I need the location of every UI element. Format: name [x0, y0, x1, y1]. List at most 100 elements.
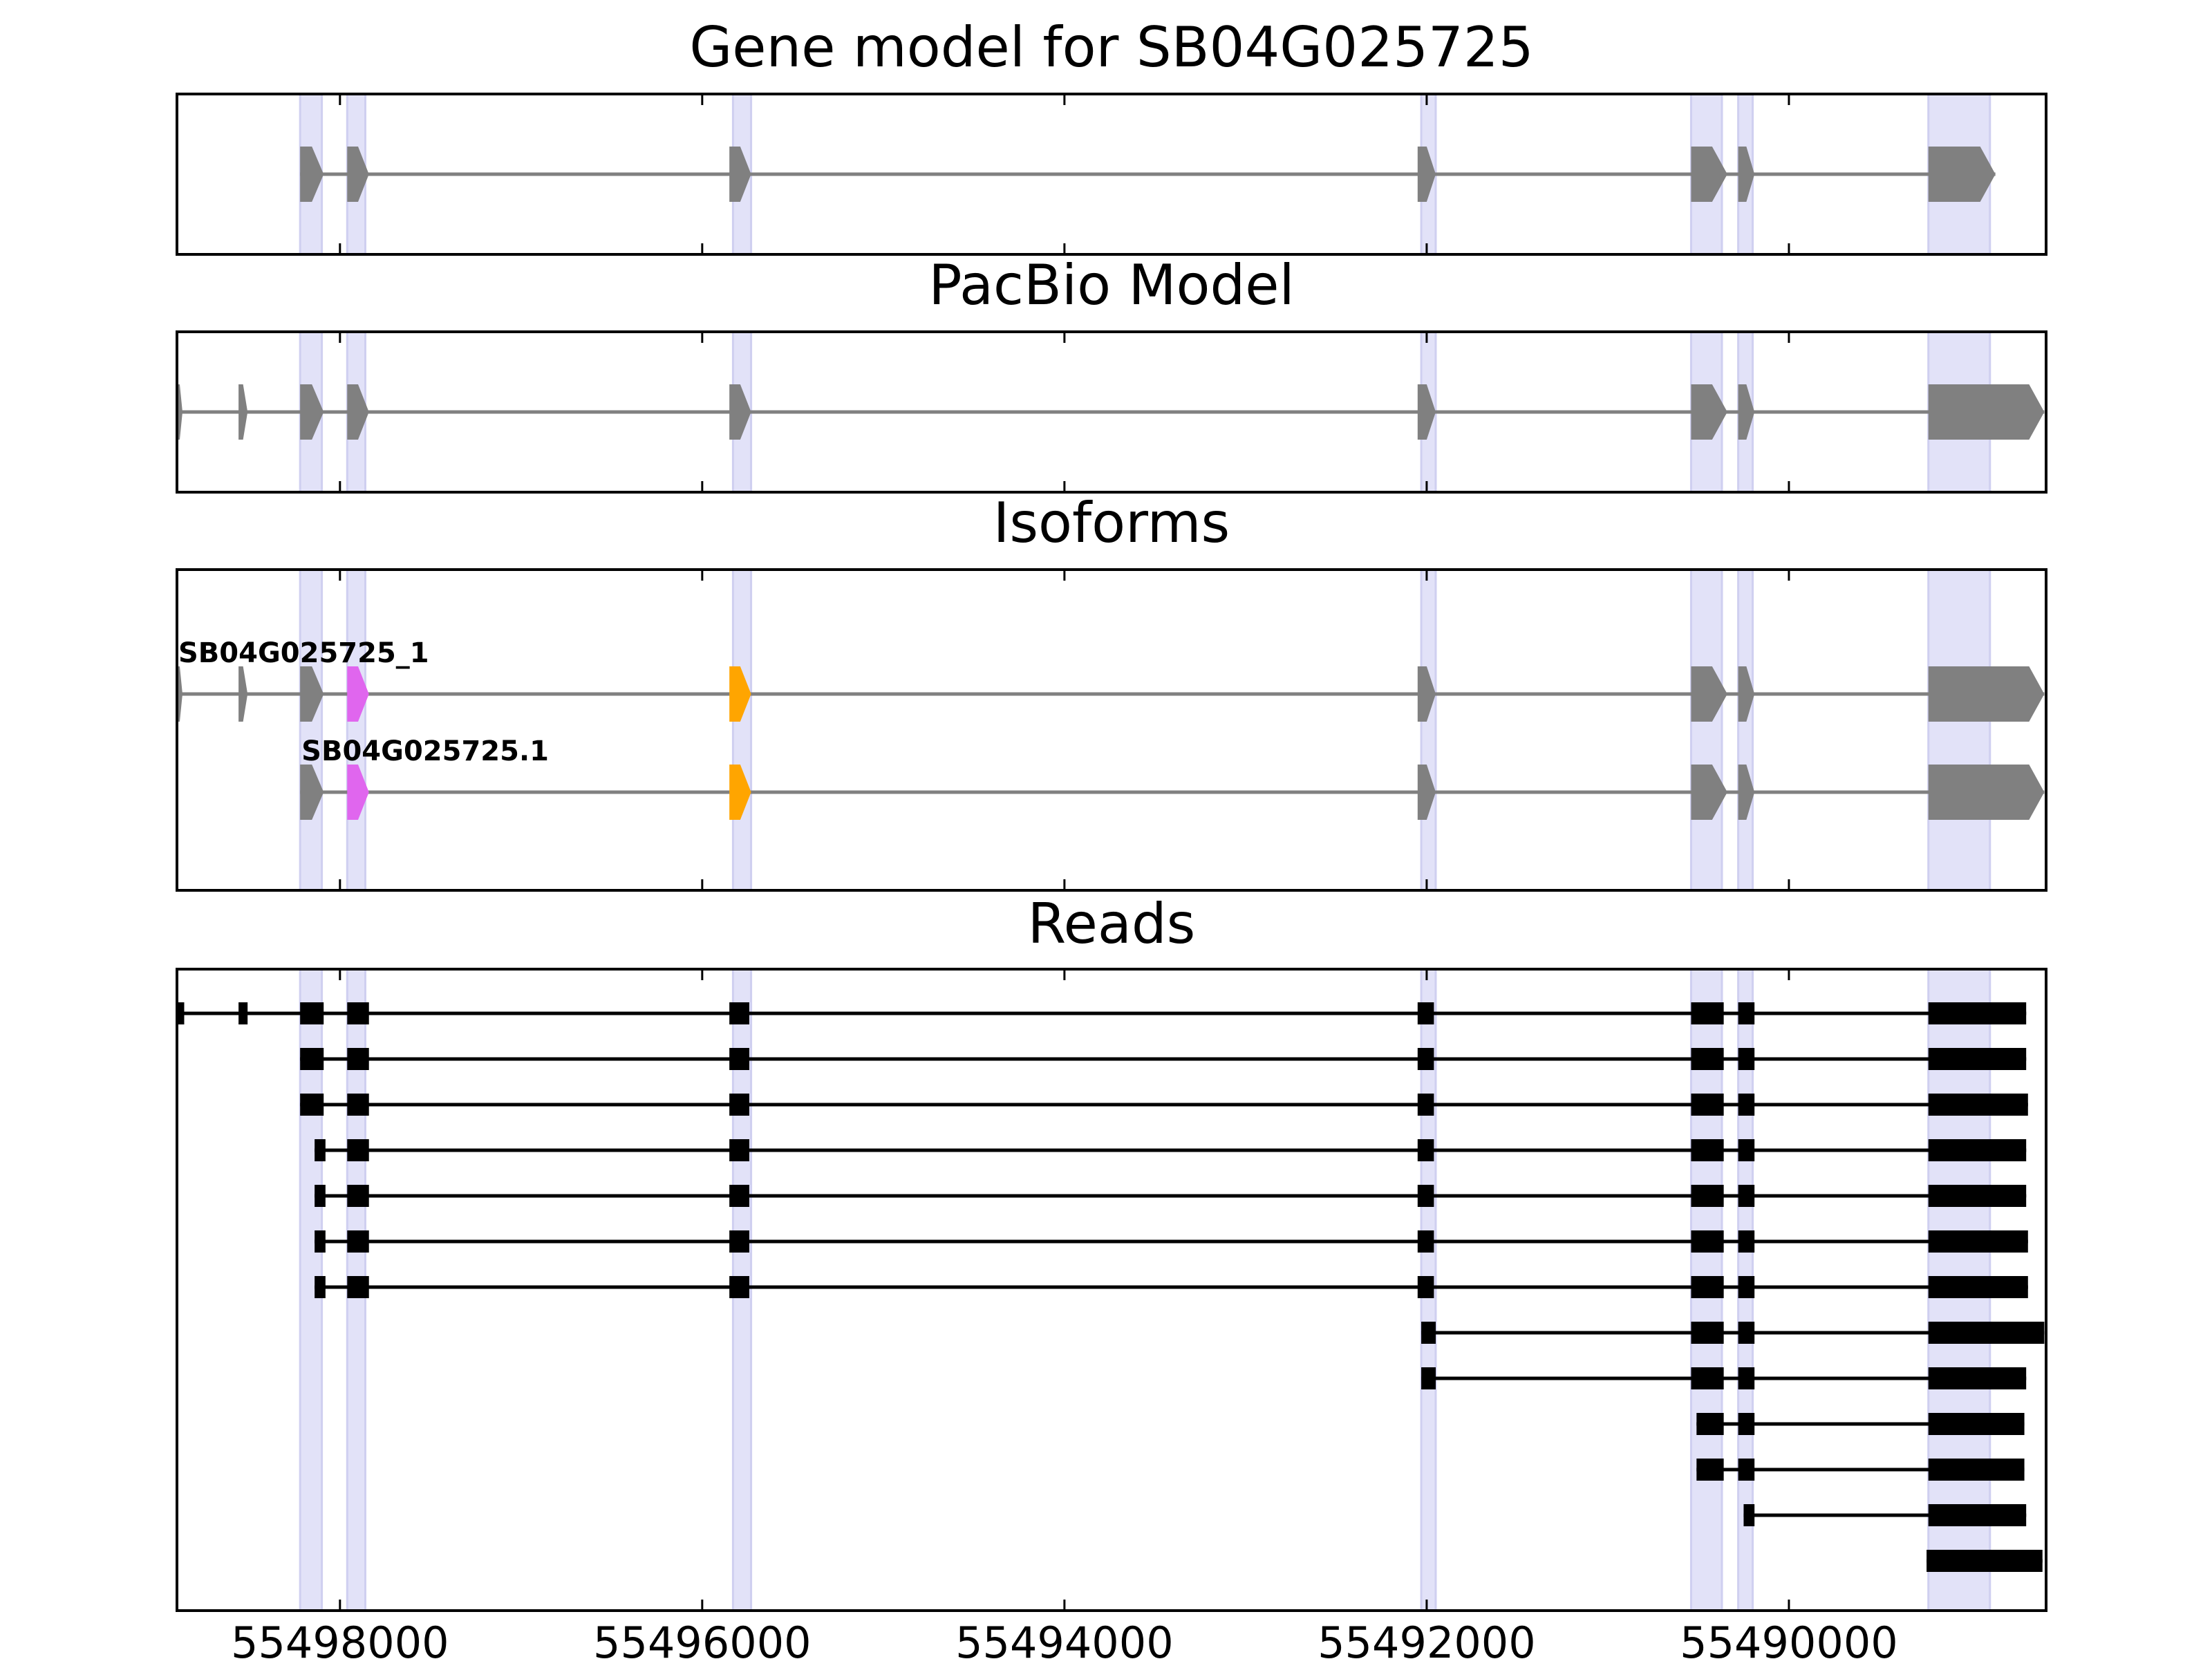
exon-arrow — [1417, 666, 1436, 722]
read-exon-block — [729, 1048, 749, 1070]
exon-arrow — [300, 384, 324, 440]
exon-arrow — [1417, 765, 1436, 820]
read-exon-block — [1738, 1185, 1755, 1207]
transcript-track — [300, 147, 1996, 202]
read-exon-block — [1738, 1002, 1755, 1024]
panel-title: Isoforms — [993, 491, 1230, 555]
read-exon-block — [729, 1002, 749, 1024]
read-row — [1696, 1413, 2025, 1435]
panel-pacbio-model: PacBio Model — [176, 253, 2047, 494]
read-exon-block — [1691, 1048, 1724, 1070]
read-exon-block — [1928, 1322, 2045, 1344]
read-row — [300, 1094, 2028, 1116]
exon-arrow — [1928, 765, 2045, 820]
transcript-track — [177, 384, 2045, 440]
exon-arrow — [1738, 384, 1755, 440]
exon-highlight-band — [346, 568, 366, 892]
exon-highlight-band — [731, 568, 753, 892]
x-tick-label: 55494000 — [955, 1618, 1174, 1659]
isoform-label: SB04G025725.1 — [301, 735, 549, 767]
read-exon-block — [315, 1276, 326, 1298]
read-exon-block — [729, 1094, 749, 1116]
read-exon-block — [347, 1276, 369, 1298]
exon-arrow — [729, 147, 751, 202]
read-exon-block — [1417, 1276, 1434, 1298]
read-exon-block — [1691, 1230, 1724, 1253]
exon-arrow — [347, 765, 369, 820]
panel-frame — [176, 93, 2047, 256]
exon-arrow — [1691, 765, 1727, 820]
exon-arrow — [1928, 384, 2045, 440]
read-exon-block — [1738, 1048, 1755, 1070]
x-tick-label: 55490000 — [1680, 1618, 1898, 1659]
read-exon-block — [238, 1002, 248, 1024]
read-exon-block — [1743, 1504, 1755, 1526]
exon-arrow — [729, 384, 751, 440]
panel-title: Reads — [1028, 892, 1196, 956]
read-exon-block — [1928, 1504, 2027, 1526]
read-exon-block — [347, 1185, 369, 1207]
read-exon-block — [1928, 1367, 2027, 1389]
read-exon-block — [1928, 1185, 2027, 1207]
panel-frame — [176, 330, 2047, 494]
read-exon-block — [347, 1094, 369, 1116]
read-exon-block — [315, 1185, 326, 1207]
exon-arrow — [1691, 666, 1727, 722]
read-exon-block — [300, 1002, 324, 1024]
read-exon-block — [729, 1230, 749, 1253]
exon-arrow — [347, 384, 369, 440]
x-tick-label: 55496000 — [593, 1618, 812, 1659]
panel-title: PacBio Model — [928, 253, 1294, 317]
read-exon-block — [347, 1139, 369, 1161]
exon-arrow — [347, 666, 369, 722]
read-exon-block — [315, 1139, 326, 1161]
read-exon-block — [1691, 1185, 1724, 1207]
x-tick-label: 55498000 — [231, 1618, 449, 1659]
exon-arrow — [729, 666, 751, 722]
read-exon-block — [1738, 1276, 1755, 1298]
exon-arrow — [1417, 384, 1436, 440]
exon-arrow — [1738, 147, 1755, 202]
exon-highlight-band — [1927, 568, 1991, 892]
read-exon-block — [1691, 1367, 1724, 1389]
exon-highlight-band — [1737, 568, 1754, 892]
read-exon-block — [1928, 1230, 2028, 1253]
read-exon-block — [300, 1048, 324, 1070]
exon-arrow — [1417, 147, 1436, 202]
read-exon-block — [1417, 1185, 1434, 1207]
read-exon-block — [1696, 1459, 1724, 1481]
read-exon-block — [1928, 1002, 2027, 1024]
read-exon-block — [315, 1230, 326, 1253]
transcript-track: SB04G025725.1 — [300, 735, 2045, 820]
read-exon-block — [1696, 1413, 1724, 1435]
exon-arrow — [1928, 147, 1996, 202]
read-exon-block — [1738, 1230, 1755, 1253]
read-exon-block — [347, 1048, 369, 1070]
read-exon-block — [1738, 1322, 1755, 1344]
read-exon-block — [1928, 1276, 2028, 1298]
read-exon-block — [729, 1185, 749, 1207]
read-row — [315, 1185, 2027, 1207]
exon-arrow — [238, 384, 248, 440]
panel-isoforms: Isoforms SB04G025725_1 SB04G025725.1 — [176, 491, 2047, 892]
read-exon-block — [1417, 1002, 1434, 1024]
read-exon-block — [347, 1002, 369, 1024]
read-exon-block — [1691, 1002, 1724, 1024]
read-row — [1927, 1550, 2043, 1572]
exon-arrow — [1738, 666, 1755, 722]
read-exon-block — [1691, 1139, 1724, 1161]
exon-arrow — [1928, 666, 2045, 722]
read-exon-block — [1417, 1230, 1434, 1253]
isoform-label: SB04G025725_1 — [178, 637, 429, 669]
read-row — [1421, 1322, 2045, 1344]
read-exon-block — [177, 1002, 185, 1024]
read-row — [177, 1002, 2027, 1024]
read-exon-block — [1928, 1048, 2027, 1070]
exon-arrow — [1691, 384, 1727, 440]
read-row — [315, 1139, 2027, 1161]
exon-arrow — [1738, 765, 1755, 820]
panel-reads: Reads — [176, 892, 2047, 1612]
read-exon-block — [1738, 1413, 1755, 1435]
read-row — [1743, 1504, 2027, 1526]
read-exon-block — [1738, 1459, 1755, 1481]
